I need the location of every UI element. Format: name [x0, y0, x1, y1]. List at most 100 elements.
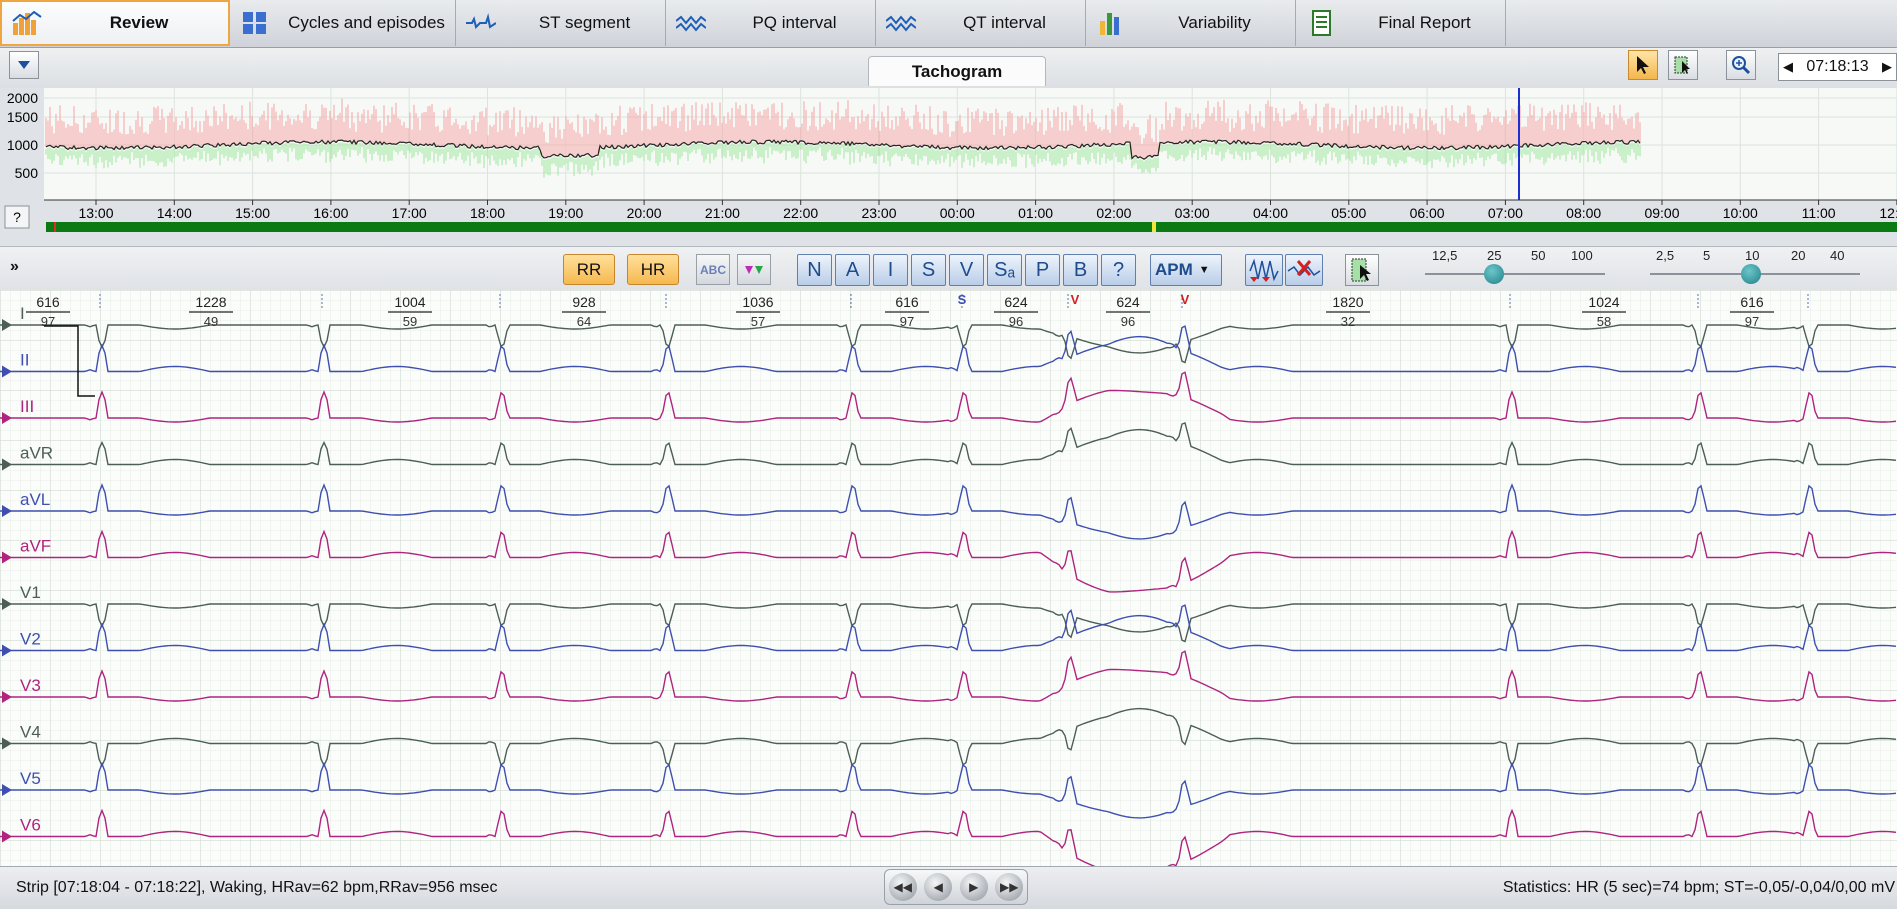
hr-value-label: 59: [403, 314, 417, 329]
lead-label: V5: [20, 769, 41, 788]
tab-pq-interval[interactable]: PQ interval: [666, 0, 876, 46]
tab-review[interactable]: Review: [0, 0, 230, 46]
current-time: 07:18:13: [1806, 58, 1869, 75]
lead-label: V3: [20, 676, 41, 695]
expand-double-chevron-icon[interactable]: »: [10, 258, 19, 275]
insert-beats-button[interactable]: [1245, 254, 1283, 286]
tab-variability[interactable]: Variability: [1086, 0, 1296, 46]
select-strip-button[interactable]: [1345, 254, 1379, 286]
beat-class-button[interactable]: Sₐ: [987, 254, 1022, 286]
beat-class-button[interactable]: ?: [1101, 254, 1136, 286]
time-navigator[interactable]: ◀ 07:18:13 ▶: [1778, 53, 1897, 81]
lead-marker-icon[interactable]: [2, 598, 12, 610]
select-pointer-button[interactable]: [1628, 50, 1658, 80]
lead-marker-icon[interactable]: [2, 551, 12, 564]
x-tick-label: 19:00: [548, 205, 583, 221]
hr-toggle-button[interactable]: HR: [627, 254, 679, 285]
lead-trace-v3: [0, 650, 1897, 702]
beat-class-button[interactable]: S: [911, 254, 946, 286]
lead-trace-iii: [0, 371, 1897, 423]
rr-interval-label: 616: [895, 294, 919, 310]
tab-label: Variability: [1178, 13, 1251, 32]
fast-forward-icon[interactable]: ▶▶: [995, 873, 1024, 901]
x-tick-label: 07:00: [1488, 205, 1523, 221]
color-markers-button[interactable]: [737, 254, 771, 285]
tab-qt-interval[interactable]: QT interval: [876, 0, 1086, 46]
beat-insert-icon: [1249, 258, 1279, 282]
lead-marker-icon[interactable]: [2, 691, 12, 703]
beat-class-button[interactable]: B: [1063, 254, 1098, 286]
ecg-grid: [0, 290, 1897, 866]
lead-marker-icon[interactable]: [2, 412, 12, 424]
beat-class-button[interactable]: P: [1025, 254, 1060, 286]
rr-toggle-button[interactable]: RR: [563, 254, 615, 285]
ecg-strip[interactable]: IIIIIIaVRaVLaVFV1V2V3V4V5V66169712284910…: [0, 290, 1897, 866]
lead-marker-icon[interactable]: [2, 365, 12, 378]
hr-value-label: 97: [1745, 314, 1759, 329]
beat-class-button[interactable]: N: [797, 254, 832, 286]
qt-wave-icon: [886, 15, 916, 32]
lead-marker-icon[interactable]: [2, 505, 12, 517]
select-region-button[interactable]: [1668, 50, 1698, 80]
lead-marker-icon[interactable]: [2, 830, 12, 843]
zoom-button[interactable]: [1726, 50, 1756, 80]
lead-label: I: [20, 304, 25, 323]
hr-value-label: 58: [1597, 314, 1611, 329]
module-tab-bar: Review Cycles and episodes ST segment PQ…: [0, 0, 1897, 48]
speed-label-1: 25: [1487, 248, 1502, 263]
lead-marker-icon[interactable]: [2, 319, 12, 331]
recording-timeline[interactable]: [46, 222, 1897, 232]
lead-marker-icon[interactable]: [2, 458, 12, 471]
lead-label: V4: [20, 723, 41, 742]
speed-label-2: 50: [1531, 248, 1546, 263]
tachogram-chart[interactable]: 2000 1500 1000 500 13:00 14:00 15:00 16:00 17:0…: [0, 88, 1897, 246]
strip-navigator: ◀◀ ◀ ▶ ▶▶: [884, 869, 1028, 905]
apm-dropdown-button[interactable]: APM ▼: [1150, 254, 1222, 286]
lead-marker-icon[interactable]: [2, 784, 12, 796]
lead-trace-v2: [0, 604, 1897, 652]
speed-slider-track[interactable]: [1425, 273, 1605, 275]
magnifier-icon: [1732, 56, 1751, 75]
lead-marker-icon[interactable]: [2, 737, 12, 750]
tab-label: ST segment: [538, 13, 631, 32]
hr-value-label: 32: [1341, 314, 1355, 329]
beat-type-mark[interactable]: V: [1181, 292, 1190, 307]
prev-arrow-icon[interactable]: ◀: [1783, 59, 1793, 74]
rr-interval-label: 928: [572, 294, 596, 310]
x-tick-label: 06:00: [1410, 205, 1445, 221]
tab-final-report[interactable]: Final Report: [1296, 0, 1506, 46]
rr-interval-label: 1036: [742, 294, 773, 310]
beat-type-mark[interactable]: S: [958, 292, 967, 307]
fast-rewind-icon[interactable]: ◀◀: [888, 873, 917, 901]
tachogram-tab[interactable]: Tachogram: [868, 56, 1046, 86]
collapse-dropdown-button[interactable]: [9, 51, 39, 79]
x-tick-label: 17:00: [392, 205, 427, 221]
beat-class-button[interactable]: V: [949, 254, 984, 286]
step-forward-icon[interactable]: ▶: [959, 873, 988, 901]
tab-cycles-episodes[interactable]: Cycles and episodes: [230, 0, 456, 46]
tab-st-segment[interactable]: ST segment: [456, 0, 666, 46]
ecg-toolbar: [0, 246, 1897, 290]
lead-marker-icon[interactable]: [2, 644, 12, 657]
tab-label: Review: [109, 13, 169, 32]
dropdown-arrow-icon: ▼: [1198, 264, 1210, 276]
abc-labels-button[interactable]: ABC: [696, 254, 730, 285]
next-arrow-icon[interactable]: ▶: [1882, 59, 1892, 74]
delete-beats-button[interactable]: [1285, 254, 1323, 286]
lead-label: V2: [20, 630, 41, 649]
rr-interval-label: 624: [1004, 294, 1028, 310]
beat-type-mark[interactable]: V: [1071, 292, 1080, 307]
beat-class-button[interactable]: A: [835, 254, 870, 286]
gain-slider-thumb[interactable]: [1741, 264, 1761, 284]
beat-class-button[interactable]: I: [873, 254, 908, 286]
help-button[interactable]: [4, 205, 30, 229]
rr-interval-label: 1228: [195, 294, 226, 310]
step-back-icon[interactable]: ◀: [924, 873, 953, 901]
speed-slider-thumb[interactable]: [1484, 264, 1504, 284]
beat-delete-icon: [1287, 260, 1321, 277]
tab-label: Cycles and episodes: [288, 13, 445, 32]
x-tick-label: 00:00: [940, 205, 975, 221]
lead-label: aVF: [20, 537, 51, 556]
x-tick-label: 10:00: [1723, 205, 1758, 221]
rr-interval-label: 1004: [394, 294, 425, 310]
